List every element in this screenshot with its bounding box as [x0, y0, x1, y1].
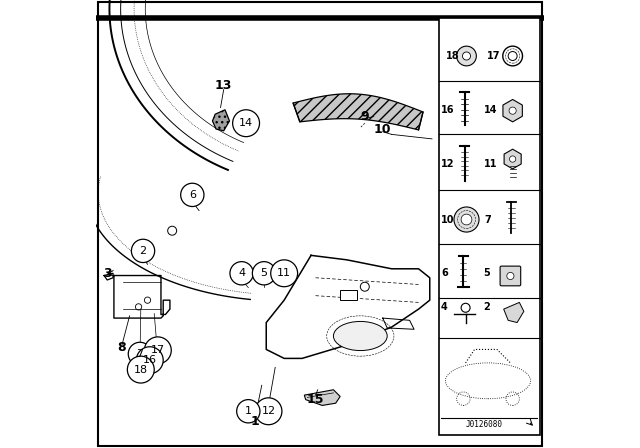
Polygon shape	[504, 302, 524, 323]
Text: 17: 17	[151, 345, 165, 355]
Text: 1: 1	[251, 414, 259, 428]
FancyBboxPatch shape	[99, 2, 541, 446]
Text: 4: 4	[441, 302, 448, 312]
Text: 12: 12	[261, 406, 276, 416]
Circle shape	[252, 262, 276, 285]
Circle shape	[237, 400, 260, 423]
Circle shape	[145, 337, 172, 364]
Text: 4: 4	[238, 268, 245, 278]
Circle shape	[463, 52, 470, 60]
Circle shape	[131, 239, 155, 263]
Text: 8: 8	[118, 340, 126, 354]
Circle shape	[454, 207, 479, 232]
Circle shape	[136, 347, 163, 374]
Text: 5: 5	[484, 268, 490, 278]
Text: 11: 11	[484, 159, 497, 168]
Circle shape	[128, 342, 152, 366]
Text: 9: 9	[360, 110, 369, 123]
Text: 2: 2	[484, 302, 490, 312]
Text: 17: 17	[486, 51, 500, 61]
Circle shape	[255, 398, 282, 425]
Text: 2: 2	[140, 246, 147, 256]
Text: 10: 10	[374, 123, 392, 137]
Text: 1: 1	[245, 406, 252, 416]
Text: 13: 13	[215, 78, 232, 92]
FancyBboxPatch shape	[439, 18, 540, 435]
Text: 11: 11	[277, 268, 291, 278]
Text: 15: 15	[307, 393, 324, 406]
Circle shape	[461, 214, 472, 225]
FancyBboxPatch shape	[500, 266, 521, 286]
Text: 10: 10	[441, 215, 454, 224]
FancyBboxPatch shape	[340, 290, 357, 300]
Text: 7: 7	[136, 349, 143, 359]
Text: 6: 6	[189, 190, 196, 200]
Text: 16: 16	[143, 355, 157, 365]
Text: 18: 18	[445, 51, 459, 61]
Polygon shape	[293, 94, 423, 130]
Ellipse shape	[333, 322, 387, 350]
Circle shape	[127, 356, 154, 383]
Text: 6: 6	[441, 268, 448, 278]
Text: 3: 3	[103, 267, 111, 280]
Circle shape	[230, 262, 253, 285]
Circle shape	[180, 183, 204, 207]
Circle shape	[457, 46, 476, 66]
Text: 12: 12	[441, 159, 454, 168]
Text: 16: 16	[441, 105, 454, 115]
Circle shape	[509, 156, 516, 162]
Polygon shape	[212, 110, 230, 131]
Circle shape	[271, 260, 298, 287]
Circle shape	[233, 110, 260, 137]
Text: 18: 18	[134, 365, 148, 375]
Text: 14: 14	[239, 118, 253, 128]
Circle shape	[509, 107, 516, 114]
Circle shape	[507, 272, 514, 280]
Text: J0126080: J0126080	[466, 420, 502, 429]
Polygon shape	[305, 390, 340, 405]
Text: 5: 5	[260, 268, 268, 278]
Text: 14: 14	[484, 105, 497, 115]
Text: 7: 7	[485, 215, 492, 224]
